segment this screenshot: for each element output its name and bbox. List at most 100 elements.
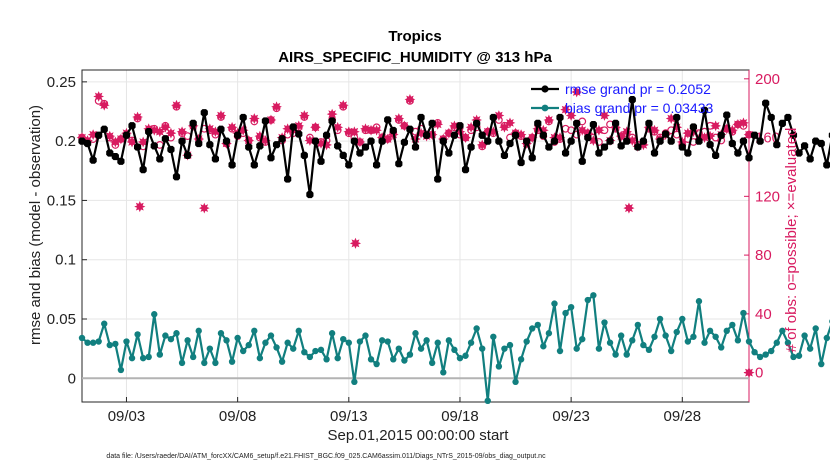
bias-point bbox=[651, 333, 658, 340]
rmse-point bbox=[78, 137, 86, 145]
rmse-point bbox=[145, 128, 153, 136]
y-tick-label-5: 0.25 bbox=[47, 74, 76, 91]
bias-point bbox=[451, 346, 458, 354]
bias-point bbox=[662, 332, 669, 339]
rmse-point bbox=[167, 145, 175, 154]
rmse-point bbox=[434, 175, 442, 183]
rmse-point bbox=[450, 131, 459, 139]
rmse-point bbox=[306, 190, 314, 199]
obs-evaluated-marker bbox=[132, 111, 143, 123]
rmse-point bbox=[517, 158, 525, 167]
obs-outlier-marker bbox=[134, 201, 146, 213]
bias-point bbox=[101, 320, 108, 327]
bias-point bbox=[345, 339, 352, 346]
obs-evaluated-marker bbox=[499, 121, 510, 133]
bias-point bbox=[517, 356, 525, 363]
bias-point bbox=[145, 353, 152, 361]
bias-point bbox=[390, 356, 397, 363]
bias-point bbox=[756, 353, 764, 361]
bias-point bbox=[818, 360, 825, 368]
obs-evaluated-marker bbox=[449, 120, 460, 132]
rmse-point bbox=[295, 130, 303, 138]
rmse-point bbox=[745, 154, 753, 162]
obs-evaluated-marker bbox=[343, 126, 355, 138]
rmse-point bbox=[234, 131, 242, 139]
x-axis-label: Sep.01,2015 00:00:00 start bbox=[328, 427, 510, 444]
obs-evaluated-marker bbox=[176, 126, 188, 138]
y-tick-label-0: 0 bbox=[68, 370, 76, 387]
rmse-point bbox=[656, 137, 664, 145]
bias-point bbox=[134, 331, 141, 338]
bias-point bbox=[373, 360, 380, 368]
rmse-point bbox=[673, 113, 681, 122]
rmse-point bbox=[823, 161, 830, 169]
rmse-point bbox=[89, 156, 97, 164]
rmse-point bbox=[106, 149, 114, 157]
bias-point bbox=[123, 338, 130, 345]
rmse-point bbox=[389, 126, 397, 135]
y-axis-label: rmse and bias (model - observation) bbox=[27, 105, 44, 345]
bias-point bbox=[434, 339, 441, 346]
rmse-point bbox=[172, 173, 181, 181]
bias-point bbox=[156, 351, 164, 358]
x-axis-ticks: 09/03 09/08 09/13 09/18 09/23 09/28 bbox=[108, 397, 701, 425]
bias-point bbox=[634, 321, 642, 329]
bias-point bbox=[690, 333, 697, 340]
obs-evaluated-marker bbox=[137, 136, 149, 148]
bias-point bbox=[273, 344, 280, 351]
rmse-point bbox=[600, 143, 609, 151]
rmse-point bbox=[211, 155, 219, 163]
rmse-point bbox=[417, 113, 425, 122]
bias-point bbox=[206, 345, 214, 352]
bias-point bbox=[695, 298, 703, 305]
obs-evaluated-marker bbox=[738, 117, 749, 129]
bias-point bbox=[512, 378, 519, 386]
rmse-point bbox=[473, 119, 481, 127]
rmse-point bbox=[734, 149, 742, 157]
bias-point bbox=[362, 332, 369, 339]
bias-point bbox=[790, 353, 797, 361]
bias-point bbox=[723, 327, 730, 335]
bias-point bbox=[184, 337, 191, 344]
obs-evaluated-marker bbox=[126, 136, 138, 148]
bias-point bbox=[495, 363, 503, 370]
rmse-point bbox=[328, 117, 336, 125]
bias-point bbox=[162, 332, 169, 339]
obs-evaluated-marker bbox=[337, 99, 349, 111]
bias-point bbox=[823, 334, 830, 342]
bias-point bbox=[801, 332, 808, 339]
y-right-tick-label-2: 80 bbox=[755, 247, 772, 264]
y-axis-ticks: 0 0.05 0.1 0.15 0.2 0.25 bbox=[47, 74, 87, 387]
rmse-point bbox=[795, 149, 803, 157]
y-tick-label-4: 0.2 bbox=[55, 133, 76, 150]
bias-point bbox=[167, 335, 175, 343]
obs-evaluated-marker bbox=[393, 113, 405, 124]
rmse-point bbox=[406, 125, 414, 133]
bias-point bbox=[251, 327, 258, 335]
bias-point bbox=[84, 339, 91, 346]
plot-frame bbox=[81, 69, 750, 403]
rmse-point bbox=[689, 123, 698, 131]
rmse-point bbox=[300, 151, 308, 159]
rmse-point bbox=[461, 166, 470, 174]
rmse-point bbox=[350, 137, 358, 145]
bias-point bbox=[729, 321, 736, 329]
obs-evaluated-marker bbox=[198, 202, 210, 214]
rmse-point bbox=[384, 116, 392, 124]
bias-point bbox=[139, 354, 147, 362]
rmse-point bbox=[612, 119, 620, 127]
rmse-point bbox=[161, 135, 169, 143]
rmse-point bbox=[245, 143, 253, 151]
rmse-point bbox=[528, 154, 536, 162]
rmse-point bbox=[111, 152, 119, 161]
rmse-point bbox=[567, 137, 575, 145]
rmse-point bbox=[800, 142, 809, 150]
rmse-point bbox=[756, 137, 764, 145]
rmse-point bbox=[311, 137, 320, 145]
x-tick-label-0: 09/03 bbox=[108, 408, 146, 425]
rmse-point bbox=[178, 137, 186, 145]
rmse-point bbox=[789, 131, 798, 139]
obs-evaluated-marker bbox=[160, 121, 171, 133]
rmse-point bbox=[100, 125, 108, 133]
bias-point bbox=[612, 351, 619, 358]
